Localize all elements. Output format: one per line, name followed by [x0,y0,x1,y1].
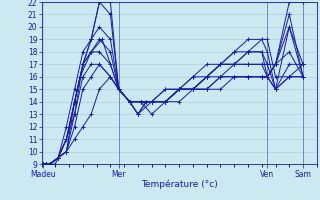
X-axis label: Température (°c): Température (°c) [141,180,218,189]
